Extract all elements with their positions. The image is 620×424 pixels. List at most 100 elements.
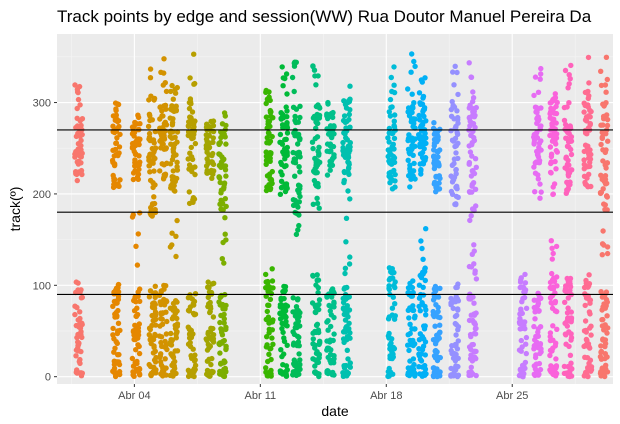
- data-point: [554, 274, 560, 280]
- data-point: [222, 359, 228, 365]
- data-point: [157, 104, 163, 110]
- data-point: [453, 166, 459, 173]
- data-point: [552, 91, 558, 97]
- data-point: [291, 309, 298, 315]
- data-point: [324, 172, 331, 178]
- data-point: [282, 146, 288, 152]
- data-point: [602, 373, 608, 380]
- data-point: [270, 285, 276, 291]
- data-point: [284, 367, 290, 373]
- data-point: [204, 347, 211, 353]
- data-point: [168, 88, 174, 95]
- data-point: [111, 298, 118, 305]
- data-point: [518, 337, 524, 344]
- data-point: [160, 131, 167, 137]
- data-point: [435, 304, 441, 311]
- data-point: [329, 372, 336, 378]
- data-point: [187, 150, 193, 156]
- data-point: [566, 100, 572, 106]
- data-point: [297, 183, 303, 189]
- data-point: [603, 147, 609, 153]
- data-point: [417, 356, 424, 363]
- data-point: [410, 307, 417, 314]
- data-point: [281, 122, 287, 128]
- data-point: [568, 331, 574, 337]
- data-point: [431, 179, 438, 186]
- data-point: [188, 333, 195, 339]
- data-point: [313, 82, 319, 88]
- data-point: [561, 104, 568, 111]
- data-point: [297, 310, 303, 316]
- data-point: [522, 271, 528, 278]
- data-point: [269, 266, 275, 272]
- data-point: [566, 144, 572, 150]
- session-column: [547, 91, 560, 379]
- data-point: [186, 200, 193, 207]
- data-point: [407, 280, 413, 287]
- data-point: [604, 250, 611, 257]
- data-point: [295, 204, 301, 210]
- data-point: [582, 181, 589, 187]
- data-point: [420, 161, 427, 167]
- data-point: [268, 356, 274, 363]
- data-point: [411, 366, 417, 372]
- data-point: [604, 244, 611, 250]
- data-point: [417, 308, 423, 314]
- data-point: [387, 275, 393, 282]
- data-point: [171, 305, 178, 311]
- data-point: [523, 350, 529, 357]
- data-point: [313, 183, 320, 189]
- data-point: [150, 180, 156, 186]
- data-point: [586, 80, 592, 86]
- data-point: [279, 141, 286, 147]
- data-point: [151, 168, 157, 174]
- data-point: [341, 113, 348, 119]
- data-point: [167, 372, 173, 379]
- data-point: [283, 104, 289, 110]
- data-point: [112, 146, 119, 153]
- data-point: [392, 284, 398, 291]
- data-point: [189, 109, 196, 115]
- data-point: [535, 150, 541, 157]
- data-point: [292, 173, 298, 179]
- data-point: [597, 354, 604, 360]
- data-point: [134, 174, 141, 180]
- data-point: [583, 327, 589, 334]
- data-point: [454, 69, 460, 76]
- data-point: [330, 114, 336, 121]
- data-point: [585, 104, 591, 110]
- data-point: [549, 245, 555, 251]
- data-point: [405, 86, 411, 92]
- data-point: [223, 326, 229, 333]
- data-point: [277, 131, 284, 138]
- data-point: [218, 190, 224, 196]
- data-point: [264, 342, 270, 348]
- y-tick-label: 0: [45, 372, 51, 384]
- data-point: [341, 339, 347, 346]
- data-point: [327, 162, 333, 169]
- data-point: [522, 289, 528, 295]
- data-point: [601, 201, 607, 207]
- data-point: [277, 310, 284, 316]
- data-point: [448, 347, 454, 354]
- data-point: [553, 340, 559, 346]
- data-point: [422, 352, 428, 358]
- data-point: [150, 336, 157, 343]
- data-point: [210, 161, 217, 168]
- data-point: [431, 365, 437, 371]
- data-point: [450, 305, 456, 312]
- data-point: [315, 120, 321, 127]
- data-point: [588, 183, 594, 190]
- x-axis: Abr 04 Abr 11 Abr 18 Abr 25: [118, 384, 528, 402]
- data-point: [210, 314, 217, 320]
- data-point: [268, 367, 274, 374]
- data-point: [310, 63, 316, 69]
- data-point: [531, 92, 537, 99]
- data-point: [284, 323, 290, 329]
- data-point: [340, 139, 346, 146]
- data-point: [419, 128, 425, 134]
- data-point: [316, 297, 323, 303]
- data-point: [407, 162, 413, 168]
- data-point: [522, 359, 529, 366]
